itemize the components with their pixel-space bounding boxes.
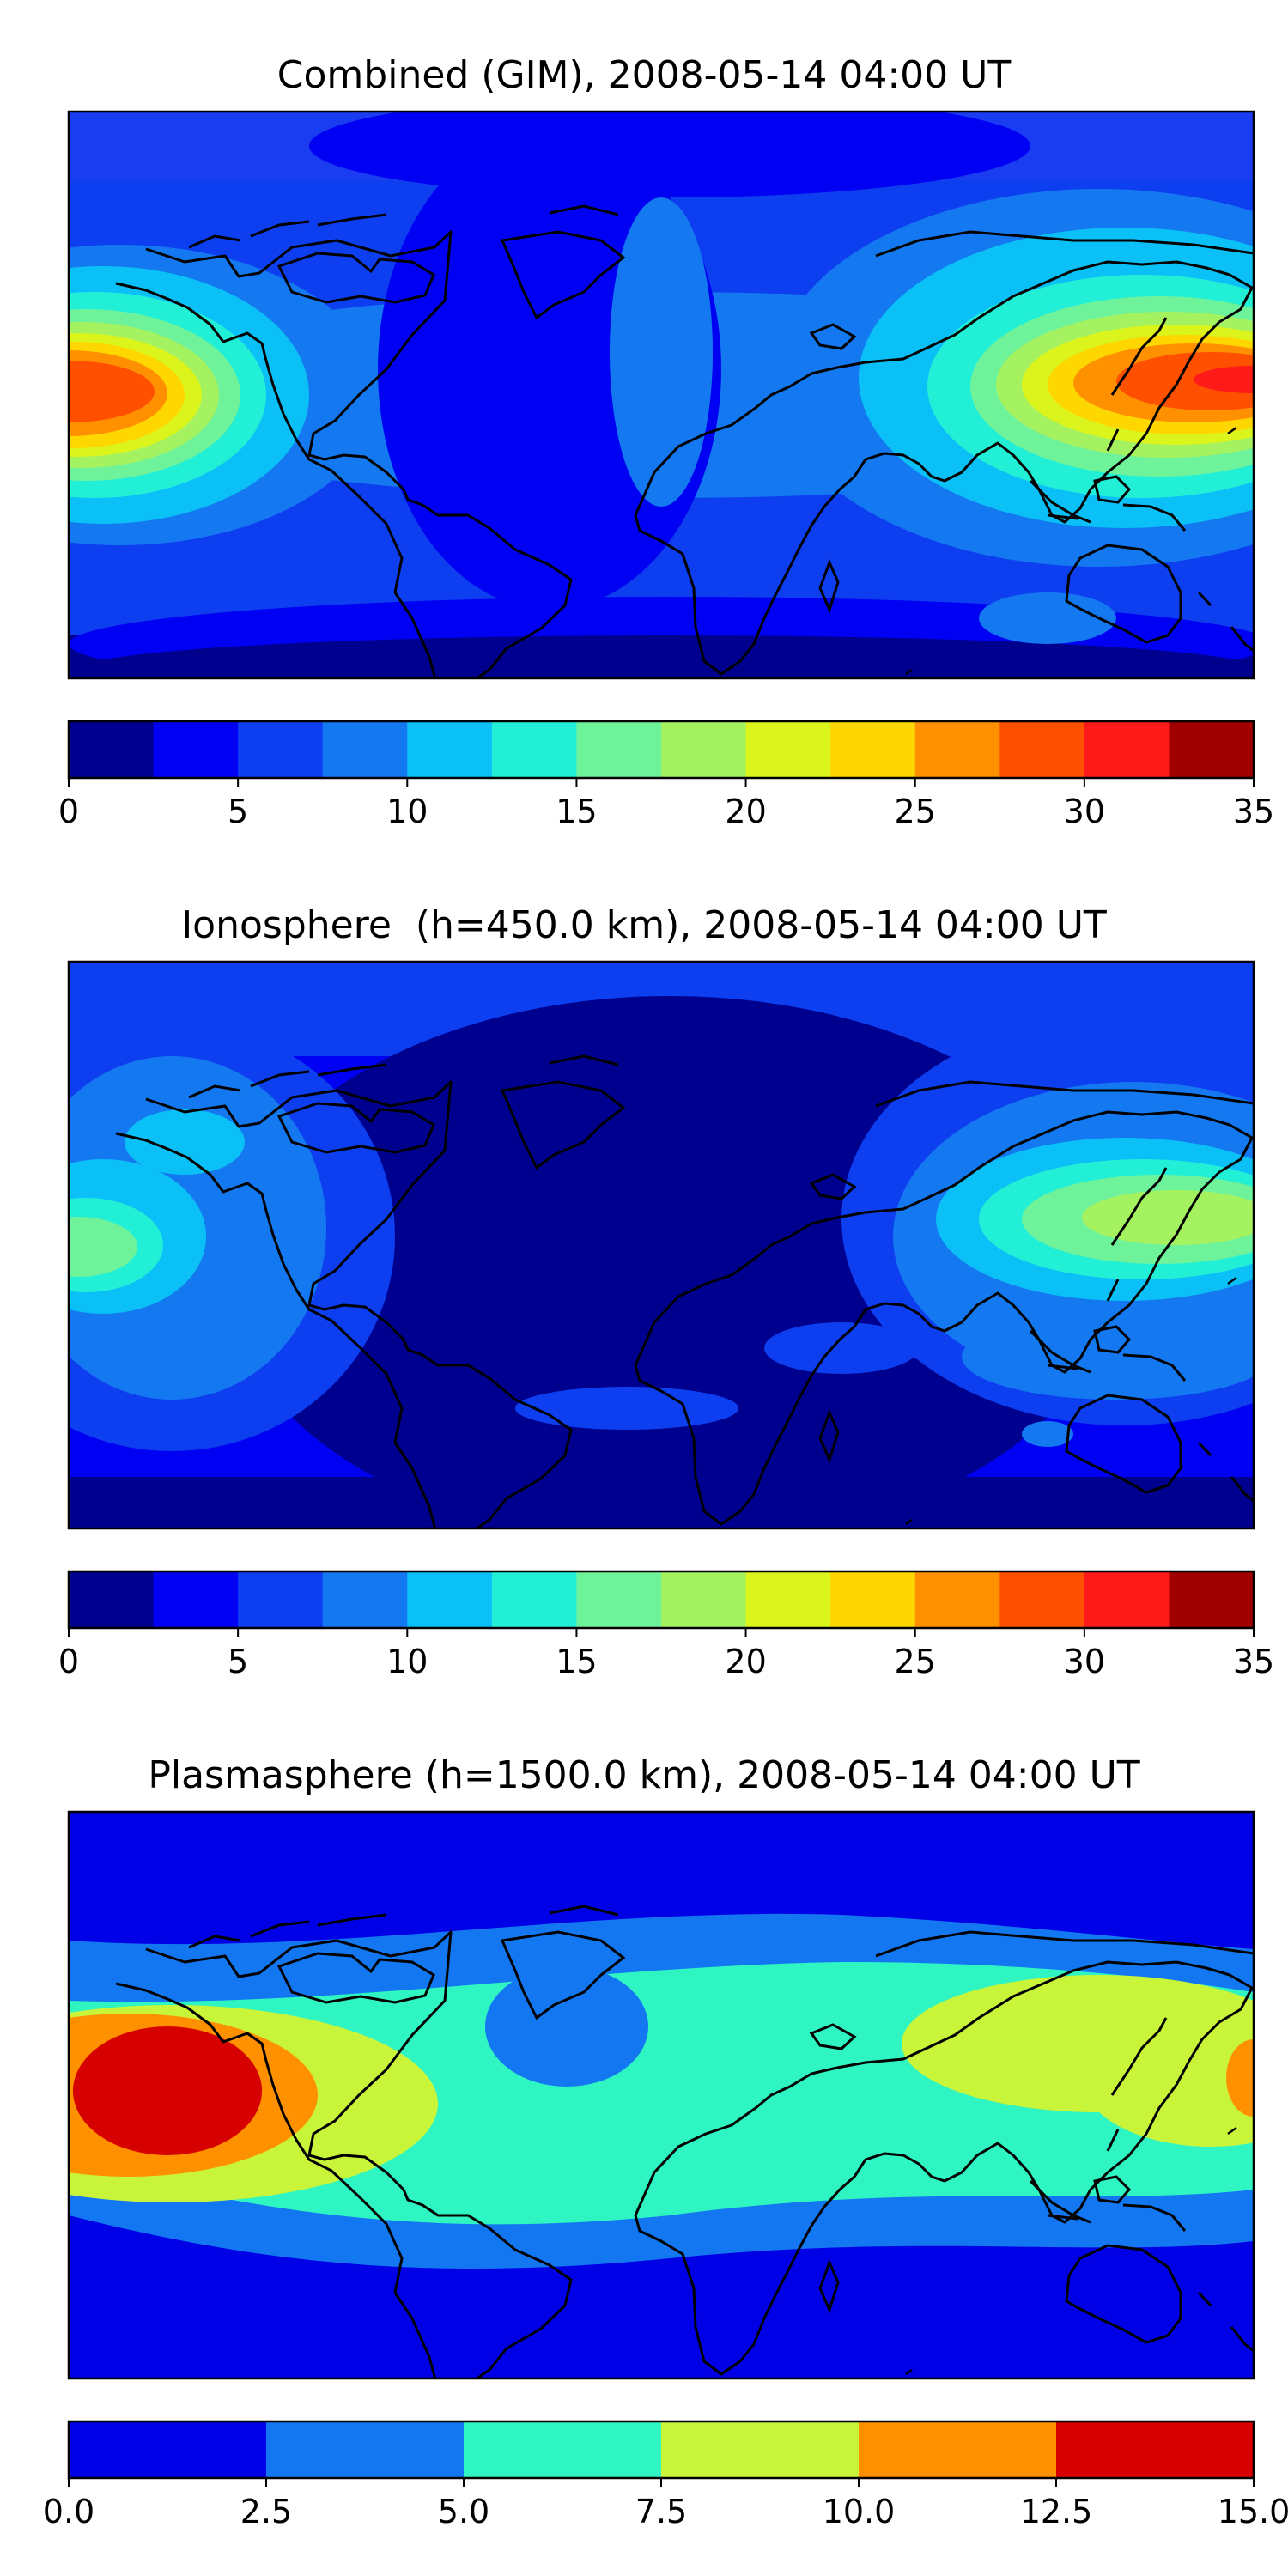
plasmasphere-title: Plasmasphere (h=1500.0 km), 2008-05-14 0…: [148, 1753, 1140, 1797]
combined-gim-colorbar: 0 5 10 15 20 25 30 35: [58, 720, 1274, 830]
colorbar-tick-label: 35: [1233, 793, 1274, 830]
colorbar-segment: [464, 2421, 662, 2478]
combined-gim-map: [67, 110, 1255, 680]
colorbar-frame: [67, 1570, 1255, 1630]
plasmasphere-colorbar: 0.0 2.5 5.0 7.5 10.0 12.5 15.0: [43, 2420, 1288, 2530]
colorbar-segment: [238, 721, 324, 778]
colorbar-segment: [999, 721, 1085, 778]
colorbar-segment: [914, 721, 1000, 778]
colorbar-segment: [661, 721, 747, 778]
colorbar-tick-label: 5.0: [438, 2493, 489, 2530]
colorbar-segment: [322, 1571, 408, 1628]
colorbar-tick-label: 5: [228, 1643, 248, 1680]
colorbar-tick-label: 15: [556, 1643, 597, 1680]
colorbar-segment: [576, 1571, 662, 1628]
colorbar-tick-label: 15.0: [1218, 2493, 1288, 2530]
colorbar-segment: [69, 2421, 267, 2478]
ionosphere-colorbar: 0 5 10 15 20 25 30 35: [58, 1570, 1274, 1680]
colorbar-tick-label: 12.5: [1020, 2493, 1093, 2530]
colorbar-tick-label: 5: [228, 793, 248, 830]
colorbar-tick-label: 25: [895, 793, 936, 830]
colorbar-tick-label: 30: [1064, 1643, 1105, 1680]
colorbar-tick-label: 10: [386, 1643, 428, 1680]
colorbar-tick-label: 0: [58, 793, 79, 830]
colorbar-segment: [661, 2421, 860, 2478]
colorbar-segment: [1169, 1571, 1255, 1628]
colorbar-tick-label: 20: [725, 793, 766, 830]
colorbar-segment: [322, 721, 408, 778]
colorbar-tick-label: 20: [725, 1643, 766, 1680]
colorbar-tick-label: 0.0: [43, 2493, 94, 2530]
colorbar-segment: [407, 1571, 493, 1628]
colorbar-segment: [661, 1571, 747, 1628]
colorbar-segment: [830, 721, 916, 778]
colorbar-segment: [914, 1571, 1000, 1628]
colorbar-segment: [153, 721, 239, 778]
colorbar-segment: [999, 1571, 1085, 1628]
colorbar-tick-label: 10: [386, 793, 428, 830]
colorbar-segment: [1084, 721, 1170, 778]
colorbar-tick-label: 0: [58, 1643, 79, 1680]
colorbar-segment: [1169, 721, 1255, 778]
ionosphere-map: [67, 960, 1255, 1530]
plasmasphere-map: [67, 1810, 1255, 2380]
colorbar-segment: [1056, 2421, 1255, 2478]
colorbar-segment: [745, 1571, 831, 1628]
colorbar-segment: [830, 1571, 916, 1628]
colorbar-tick-label: 25: [895, 1643, 936, 1680]
colorbar-tick-label: 7.5: [635, 2493, 687, 2530]
colorbar-segment: [69, 721, 155, 778]
colorbar-segment: [238, 1571, 324, 1628]
colorbar-tick-label: 35: [1233, 1643, 1274, 1680]
colorbar-frame: [67, 720, 1255, 780]
colorbar-segment: [859, 2421, 1057, 2478]
colorbar-tick-label: 15: [556, 793, 597, 830]
combined-gim-title: Combined (GIM), 2008-05-14 04:00 UT: [276, 53, 1012, 97]
colorbar-segment: [491, 721, 577, 778]
colorbar-segment: [491, 1571, 577, 1628]
colorbar-segment: [576, 721, 662, 778]
colorbar-segment: [153, 1571, 239, 1628]
colorbar-segment: [407, 721, 493, 778]
colorbar-segment: [266, 2421, 465, 2478]
colorbar-tick-label: 30: [1064, 793, 1105, 830]
colorbar-tick-label: 10.0: [823, 2493, 896, 2530]
colorbar-segment: [745, 721, 831, 778]
colorbar-segment: [1084, 1571, 1170, 1628]
colorbar-tick-label: 2.5: [240, 2493, 292, 2530]
colorbar-segment: [69, 1571, 155, 1628]
ionosphere-title: Ionosphere (h=450.0 km), 2008-05-14 04:0…: [181, 903, 1107, 947]
